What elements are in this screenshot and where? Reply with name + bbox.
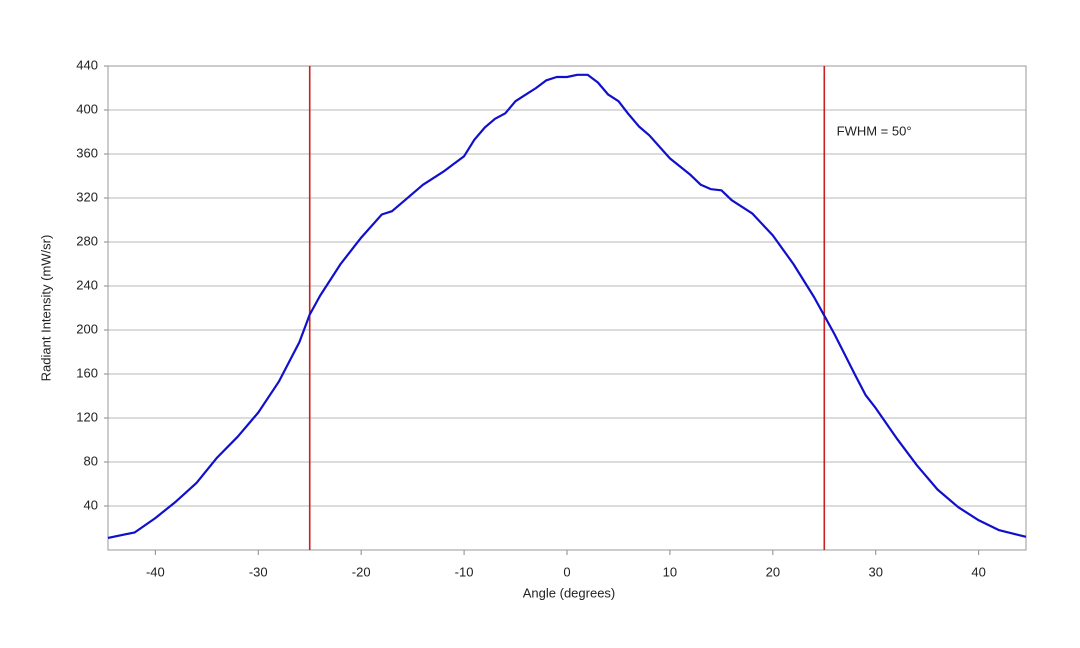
plot-frame xyxy=(107,65,1027,551)
y-tick-label: 240 xyxy=(76,277,98,292)
y-tick-label: 280 xyxy=(76,233,98,248)
x-tick-label: -20 xyxy=(352,564,371,579)
y-tick-label: 80 xyxy=(84,453,98,468)
y-tick-label: 200 xyxy=(76,321,98,336)
annotation: FWHM = 50° xyxy=(837,123,912,138)
x-tick-label: -10 xyxy=(455,564,474,579)
x-axis-label: Angle (degrees) xyxy=(523,585,616,600)
y-tick-label: 400 xyxy=(76,101,98,116)
x-tick-label: 0 xyxy=(563,564,570,579)
y-tick-label: 120 xyxy=(76,409,98,424)
data-line xyxy=(107,73,1027,539)
y-tick-label: 440 xyxy=(76,57,98,72)
y-axis-label: Radiant Intensity (mW/sr) xyxy=(38,235,53,382)
y-tick-label: 320 xyxy=(76,189,98,204)
x-tick-label: 40 xyxy=(971,564,985,579)
x-tick-label: 30 xyxy=(869,564,883,579)
x-tick-label: 20 xyxy=(766,564,780,579)
y-tick-label: 160 xyxy=(76,365,98,380)
x-tick-label: -40 xyxy=(146,564,165,579)
x-tick-label: 10 xyxy=(663,564,677,579)
y-tick-label: 40 xyxy=(84,497,98,512)
x-tick-label: -30 xyxy=(249,564,268,579)
y-tick-label: 360 xyxy=(76,145,98,160)
